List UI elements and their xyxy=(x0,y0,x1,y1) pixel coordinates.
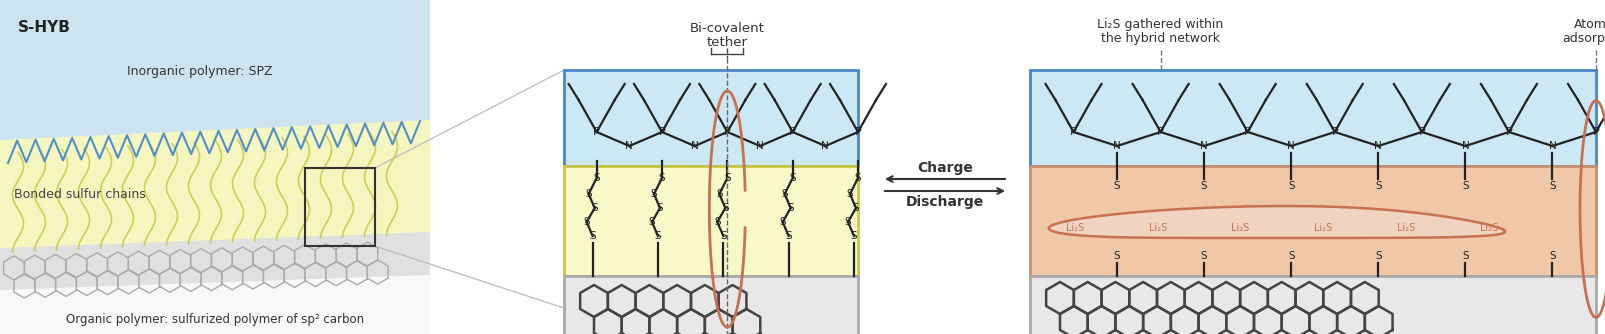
Text: S-HYB: S-HYB xyxy=(18,20,71,35)
Text: S: S xyxy=(790,173,796,183)
Text: S: S xyxy=(716,189,722,199)
FancyBboxPatch shape xyxy=(563,70,857,166)
Text: S: S xyxy=(1374,181,1380,191)
Text: tether: tether xyxy=(706,36,748,49)
Text: P: P xyxy=(658,127,664,137)
Text: N: N xyxy=(820,141,828,151)
Text: S: S xyxy=(658,173,664,183)
FancyBboxPatch shape xyxy=(563,166,857,276)
Text: N: N xyxy=(624,141,632,151)
Text: S: S xyxy=(846,189,852,199)
Text: N: N xyxy=(1374,141,1382,151)
Text: S: S xyxy=(591,203,597,213)
Text: S: S xyxy=(786,203,793,213)
Text: P: P xyxy=(1504,127,1512,137)
Text: Inorganic polymer: SPZ: Inorganic polymer: SPZ xyxy=(127,65,273,78)
Text: S: S xyxy=(852,203,859,213)
Polygon shape xyxy=(0,120,430,260)
Text: N: N xyxy=(1287,141,1294,151)
Text: S: S xyxy=(724,173,730,183)
Text: adsorption: adsorption xyxy=(1562,32,1605,45)
FancyBboxPatch shape xyxy=(1029,70,1595,166)
Text: N: N xyxy=(1199,141,1207,151)
Text: S: S xyxy=(1114,251,1120,261)
Text: Li₂S: Li₂S xyxy=(1148,223,1167,233)
Text: S: S xyxy=(778,217,785,227)
Polygon shape xyxy=(0,275,430,334)
Text: S: S xyxy=(785,231,791,241)
Text: P: P xyxy=(724,127,730,137)
Text: P: P xyxy=(1417,127,1424,137)
Text: Charge: Charge xyxy=(916,161,973,175)
Text: S: S xyxy=(656,203,663,213)
Text: S: S xyxy=(1287,181,1294,191)
Polygon shape xyxy=(1048,206,1504,238)
Text: S: S xyxy=(722,203,729,213)
Text: S: S xyxy=(1374,251,1380,261)
Text: S: S xyxy=(714,217,721,227)
Text: S: S xyxy=(719,231,725,241)
Text: S: S xyxy=(655,231,661,241)
Text: S: S xyxy=(592,173,600,183)
Bar xyxy=(305,168,374,246)
Text: S: S xyxy=(1201,251,1207,261)
FancyBboxPatch shape xyxy=(563,276,857,334)
Text: S: S xyxy=(650,189,656,199)
Text: N: N xyxy=(756,141,764,151)
Text: S: S xyxy=(1461,181,1469,191)
Text: S: S xyxy=(782,189,788,199)
Text: P: P xyxy=(1592,127,1599,137)
Text: P: P xyxy=(1244,127,1250,137)
Text: P: P xyxy=(592,127,600,137)
Text: P: P xyxy=(1069,127,1077,137)
Text: Li₂S: Li₂S xyxy=(1478,223,1497,233)
Text: P: P xyxy=(1331,127,1337,137)
Text: S: S xyxy=(1461,251,1469,261)
Polygon shape xyxy=(0,0,430,168)
FancyBboxPatch shape xyxy=(1029,166,1595,276)
Polygon shape xyxy=(0,232,430,334)
Text: S: S xyxy=(589,231,595,241)
Text: S: S xyxy=(1114,181,1120,191)
Text: N: N xyxy=(1112,141,1120,151)
Text: Bonded sulfur chains: Bonded sulfur chains xyxy=(14,188,146,201)
Text: S: S xyxy=(1287,251,1294,261)
Text: S: S xyxy=(584,189,592,199)
Text: P: P xyxy=(788,127,796,137)
Text: S: S xyxy=(844,217,851,227)
Text: Li₂S: Li₂S xyxy=(1313,223,1332,233)
Text: the hybrid network: the hybrid network xyxy=(1101,32,1220,45)
Text: Discharge: Discharge xyxy=(905,195,984,209)
Text: S: S xyxy=(583,217,589,227)
Text: S: S xyxy=(648,217,655,227)
Text: N: N xyxy=(690,141,698,151)
Text: S: S xyxy=(851,231,857,241)
Text: N: N xyxy=(1547,141,1555,151)
Text: Li₂S: Li₂S xyxy=(1066,223,1083,233)
Text: S: S xyxy=(1549,251,1555,261)
Text: S: S xyxy=(1549,181,1555,191)
Text: P: P xyxy=(854,127,860,137)
FancyBboxPatch shape xyxy=(1029,276,1595,334)
Text: Li₂S: Li₂S xyxy=(1231,223,1249,233)
Text: Li₂S gathered within: Li₂S gathered within xyxy=(1096,18,1223,31)
Text: S: S xyxy=(854,173,860,183)
Text: N: N xyxy=(1461,141,1469,151)
Text: Bi-covalent: Bi-covalent xyxy=(690,22,764,35)
Text: Li₂S: Li₂S xyxy=(1396,223,1414,233)
Text: Atomic: Atomic xyxy=(1573,18,1605,31)
Text: S: S xyxy=(1201,181,1207,191)
Text: Organic polymer: sulfurized polymer of sp² carbon: Organic polymer: sulfurized polymer of s… xyxy=(66,313,364,326)
Text: P: P xyxy=(1157,127,1164,137)
